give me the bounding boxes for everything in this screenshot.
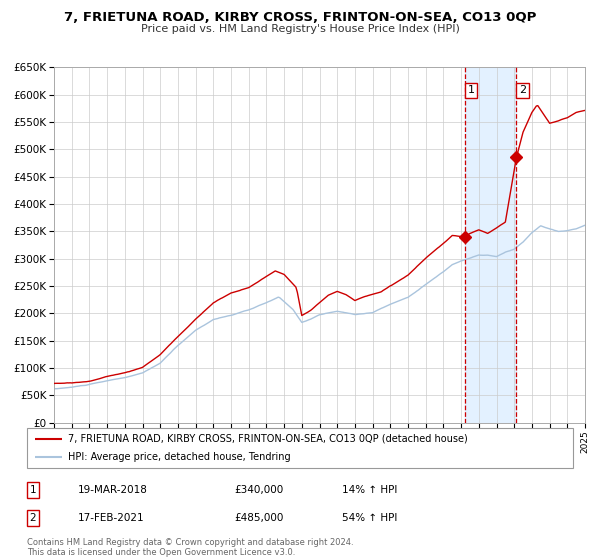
Text: Contains HM Land Registry data © Crown copyright and database right 2024.: Contains HM Land Registry data © Crown c… — [27, 538, 353, 547]
Text: 7, FRIETUNA ROAD, KIRBY CROSS, FRINTON-ON-SEA, CO13 0QP: 7, FRIETUNA ROAD, KIRBY CROSS, FRINTON-O… — [64, 11, 536, 24]
Text: 19-MAR-2018: 19-MAR-2018 — [78, 485, 148, 495]
Text: 1: 1 — [29, 485, 37, 495]
Text: 17-FEB-2021: 17-FEB-2021 — [78, 513, 145, 523]
Text: 1: 1 — [467, 85, 475, 95]
Text: 2: 2 — [29, 513, 37, 523]
Text: This data is licensed under the Open Government Licence v3.0.: This data is licensed under the Open Gov… — [27, 548, 295, 557]
Text: Price paid vs. HM Land Registry's House Price Index (HPI): Price paid vs. HM Land Registry's House … — [140, 24, 460, 34]
FancyBboxPatch shape — [27, 428, 573, 468]
Text: £485,000: £485,000 — [234, 513, 283, 523]
Text: 14% ↑ HPI: 14% ↑ HPI — [342, 485, 397, 495]
Bar — [465, 67, 517, 423]
Text: 54% ↑ HPI: 54% ↑ HPI — [342, 513, 397, 523]
Text: HPI: Average price, detached house, Tendring: HPI: Average price, detached house, Tend… — [68, 452, 290, 463]
Text: 2: 2 — [519, 85, 526, 95]
Text: £340,000: £340,000 — [234, 485, 283, 495]
Text: 7, FRIETUNA ROAD, KIRBY CROSS, FRINTON-ON-SEA, CO13 0QP (detached house): 7, FRIETUNA ROAD, KIRBY CROSS, FRINTON-O… — [68, 433, 468, 444]
